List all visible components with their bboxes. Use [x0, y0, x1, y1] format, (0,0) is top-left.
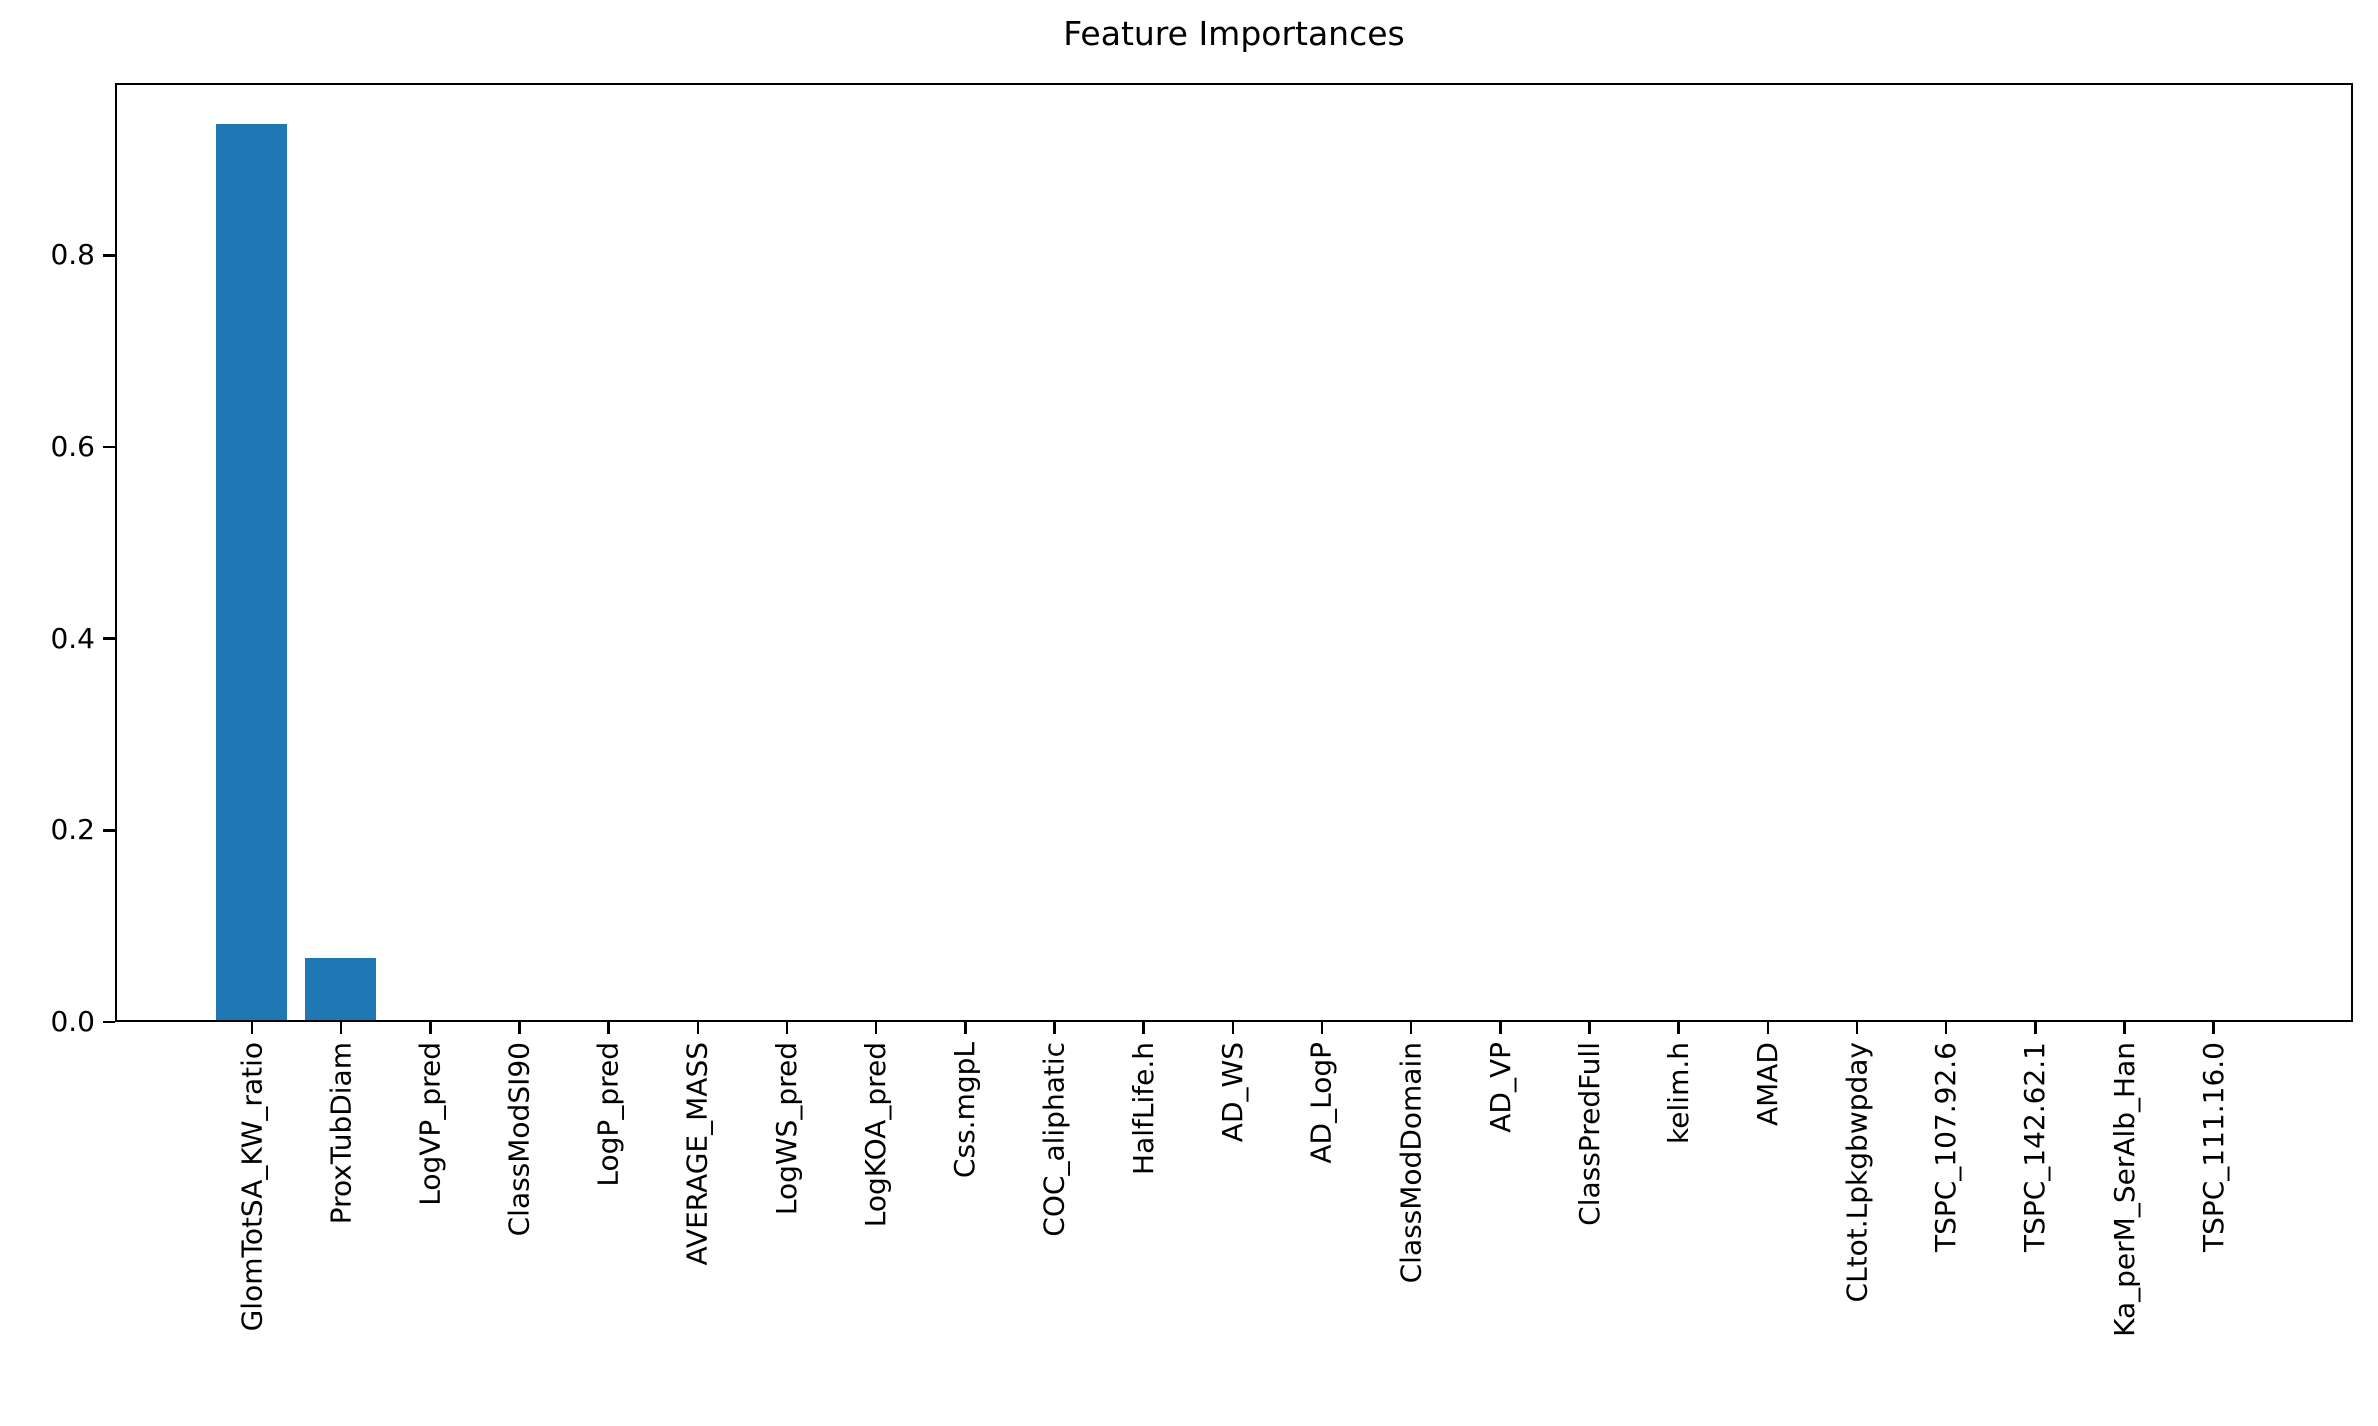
x-tick-mark [518, 1022, 521, 1034]
x-tick-label: COC_aliphatic [1037, 1042, 1071, 1237]
x-tick-label: LogWS_pred [770, 1042, 804, 1216]
x-tick-mark [250, 1022, 254, 1034]
bar-ProxTubDiam [305, 957, 377, 1020]
x-tick-mark [1320, 1022, 1324, 1034]
x-tick-label: AVERAGE_MASS [680, 1042, 714, 1266]
y-tick-mark [103, 637, 115, 640]
x-tick-label: TSPC_107.92.6 [1929, 1042, 1963, 1252]
x-tick-label: GlomTotSA_KW_ratio [235, 1042, 268, 1332]
x-tick-label: AMAD [1750, 1042, 1784, 1127]
x-tick-label: LogKOA_pred [859, 1042, 893, 1228]
x-tick-mark [1499, 1022, 1502, 1034]
y-tick-mark [103, 1020, 115, 1024]
x-tick-mark [2034, 1022, 2037, 1034]
x-tick-mark [1409, 1022, 1413, 1034]
bars-layer [117, 85, 2351, 1020]
x-tick-label: AD_LogP [1305, 1042, 1339, 1164]
x-tick-mark [1677, 1022, 1680, 1034]
x-tick-mark [429, 1022, 432, 1034]
y-tick-mark [103, 254, 115, 257]
x-tick-label: ProxTubDiam [324, 1042, 358, 1225]
y-tick-label: 0.4 [50, 621, 95, 655]
x-tick-mark [1588, 1022, 1591, 1034]
x-tick-label: ClassPredFull [1572, 1042, 1606, 1226]
y-tick-label: 0.0 [50, 1005, 95, 1038]
x-tick-mark [964, 1022, 967, 1034]
x-tick-mark [1855, 1022, 1859, 1034]
x-tick-mark [1053, 1022, 1056, 1034]
x-tick-mark [2123, 1022, 2126, 1034]
chart-title: Feature Importances [1063, 14, 1405, 53]
x-tick-label: TSPC_111.16.0 [2196, 1042, 2230, 1252]
y-tick-mark [103, 445, 115, 449]
x-tick-mark [1231, 1022, 1235, 1034]
x-tick-mark [696, 1022, 700, 1034]
x-tick-label: AD_VP [1483, 1042, 1517, 1133]
x-tick-label: Ka_perM_SerAlb_Han [2107, 1042, 2141, 1337]
x-tick-label: ClassModDomain [1394, 1042, 1428, 1284]
y-tick-label: 0.8 [50, 238, 95, 272]
x-tick-label: LogP_pred [591, 1042, 625, 1187]
x-tick-mark [1142, 1022, 1145, 1034]
x-tick-label: AD_WS [1215, 1042, 1249, 1143]
x-tick-mark [1944, 1022, 1948, 1034]
x-tick-label: kelim.h [1661, 1042, 1695, 1144]
bar-GlomTotSA_KW_ratio [216, 124, 287, 1020]
x-tick-mark [2212, 1022, 2215, 1034]
x-tick-label: TSPC_142.62.1 [2018, 1042, 2052, 1252]
x-tick-label: LogVP_pred [413, 1042, 447, 1206]
plot-area [115, 83, 2353, 1022]
y-tick-mark [103, 829, 115, 832]
y-tick-label: 0.6 [50, 430, 95, 464]
x-tick-label: ClassModSI90 [502, 1042, 536, 1237]
x-tick-mark [785, 1022, 789, 1034]
x-tick-mark [1766, 1022, 1770, 1034]
x-tick-label: CLtot.Lpkgbwpday [1840, 1042, 1874, 1303]
x-tick-label: HalfLife.h [1126, 1042, 1160, 1175]
x-tick-mark [874, 1022, 878, 1034]
x-tick-mark [607, 1022, 610, 1034]
x-tick-label: Css.mgpL [948, 1042, 982, 1179]
x-tick-mark [339, 1022, 343, 1034]
y-tick-label: 0.2 [50, 813, 95, 847]
